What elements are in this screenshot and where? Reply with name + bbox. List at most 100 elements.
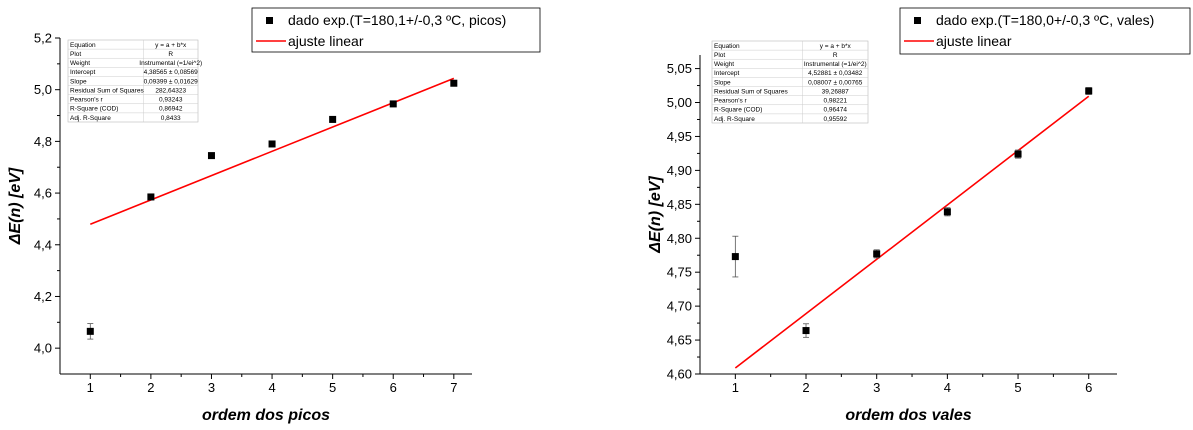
stats-table-key: Intercept [714, 70, 739, 77]
data-point [329, 115, 337, 123]
stats-table-key: Plot [70, 51, 81, 58]
y-tick-label: 5,00 [667, 95, 692, 110]
stats-table-value: Instrumental (=1/ei^2) [804, 61, 867, 68]
stats-table-value: y = a + b*x [820, 43, 852, 50]
legend-label-fit: ajuste linear [936, 33, 1012, 49]
x-tick-label: 1 [732, 380, 739, 395]
legend-label-data: dado exp.(T=180,1+/-0,3 ºC, picos) [288, 12, 506, 28]
data-point [450, 79, 458, 87]
y-tick-label: 4,95 [667, 129, 692, 144]
chart-1: 1 2 3 4 5 6 7 4,0 4,2 4,4 4,6 4,8 5,0 5,2 ordem dos pi… [7, 7, 541, 424]
stats-table: Equation y = a + b*x Plot R Weight Instrument… [67, 39, 202, 123]
stats-table-value: R [168, 51, 173, 58]
stats-table-key: R-Square (COD) [70, 106, 118, 113]
stats-table-key: Residual Sum of Squares [714, 88, 788, 95]
x-tick-label: 6 [1085, 380, 1092, 395]
stats-table-value: y = a + b*x [155, 42, 187, 49]
x-tick-label: 5 [1014, 380, 1021, 395]
stats-table-value: Instrumental (=1/ei^2) [139, 60, 202, 67]
stats-table-key: R-Square (COD) [714, 107, 762, 114]
stats-table-key: Equation [70, 42, 96, 49]
legend: dado exp.(T=180,1+/-0,3 ºC, picos) ajuste… [251, 7, 541, 53]
data-point [389, 100, 397, 108]
y-tick-label: 4,6 [34, 186, 52, 201]
y-tick-label: 4,90 [667, 163, 692, 178]
stats-table-key: Residual Sum of Squares [70, 87, 144, 94]
x-tick-label: 5 [329, 380, 336, 395]
y-tick-label: 4,85 [667, 197, 692, 212]
stats-table-value: 0,8433 [161, 115, 181, 122]
y-tick-label: 5,2 [34, 31, 52, 46]
chart-2: 1 2 3 4 5 6 4,60 4,65 4,70 4,75 4,80 4,85 4,90 4,95 5,… [647, 7, 1191, 424]
y-tick-label: 4,80 [667, 231, 692, 246]
stats-table-key: Pearson's r [70, 97, 104, 104]
x-tick-label: 4 [268, 380, 275, 395]
stats-table: Equation y = a + b*x Plot R Weight Instrument… [711, 40, 869, 124]
legend-box [899, 7, 1191, 55]
stats-table-value: 0,96474 [823, 107, 847, 114]
legend-label-data: dado exp.(T=180,0+/-0,3 ºC, vales) [936, 12, 1154, 28]
stats-table-border [711, 40, 869, 124]
data-point [147, 193, 155, 201]
y-tick-label: 5,0 [34, 82, 52, 97]
x-tick-label: 1 [87, 380, 94, 395]
fit-line [734, 95, 1090, 369]
legend-label-fit: ajuste linear [288, 33, 364, 49]
y-tick-label: 4,4 [34, 237, 52, 252]
data-point [873, 250, 881, 258]
stats-table-value: 0,98221 [823, 98, 847, 105]
legend: dado exp.(T=180,0+/-0,3 ºC, vales) ajuste… [899, 7, 1191, 55]
stats-table-value: 4,38565 ± 0,08569 [144, 69, 199, 76]
y-tick-label: 4,8 [34, 134, 52, 149]
stats-table-key: Adj. R-Square [70, 115, 111, 122]
y-axis-title: ΔE(n) [eV] [647, 176, 664, 254]
data-point [1014, 150, 1022, 158]
x-tick-label: 7 [450, 380, 457, 395]
stats-table-key: Slope [70, 78, 87, 85]
data-point [268, 140, 276, 148]
x-tick-label: 6 [390, 380, 397, 395]
data-point [943, 208, 951, 216]
legend-marker-square [266, 17, 273, 24]
x-tick-label: 2 [802, 380, 809, 395]
x-axis-title: ordem dos picos [202, 407, 330, 424]
y-axis-title: ΔE(n) [eV] [7, 167, 24, 245]
x-axis-title: ordem dos vales [845, 407, 971, 424]
x-tick-label: 3 [208, 380, 215, 395]
y-tick-label: 4,70 [667, 299, 692, 314]
stats-table-value: 0,09399 ± 0,01629 [144, 78, 199, 85]
data-point [802, 327, 810, 335]
stats-table-key: Weight [714, 61, 734, 68]
data-point [86, 327, 94, 335]
y-tick-label: 4,65 [667, 333, 692, 348]
y-tick-label: 4,2 [34, 289, 52, 304]
x-tick-label: 3 [873, 380, 880, 395]
x-tick-label: 4 [944, 380, 951, 395]
stats-table-value: 0,86942 [159, 106, 183, 113]
legend-marker-square [914, 17, 921, 24]
legend-box [251, 7, 541, 53]
data-point [207, 152, 215, 160]
y-tick-label: 5,05 [667, 61, 692, 76]
data-point [731, 253, 739, 261]
stats-table-value: R [833, 52, 838, 59]
stats-table-border [67, 39, 199, 123]
stats-table-value: 0,08007 ± 0,00765 [808, 79, 863, 86]
stats-table-key: Pearson's r [714, 98, 748, 105]
stats-table-key: Slope [714, 79, 731, 86]
stats-table-value: 0,93243 [159, 97, 183, 104]
stats-table-key: Intercept [70, 69, 95, 76]
x-tick-label: 2 [147, 380, 154, 395]
stats-table-value: 282,64323 [155, 87, 186, 94]
stats-table-key: Adj. R-Square [714, 116, 755, 123]
y-tick-label: 4,0 [34, 341, 52, 356]
stats-table-value: 0,95592 [823, 116, 847, 123]
stats-table-key: Weight [70, 60, 90, 67]
stats-table-value: 39,26887 [822, 88, 849, 95]
data-point [1085, 87, 1093, 95]
y-tick-label: 4,75 [667, 265, 692, 280]
stats-table-key: Equation [714, 43, 740, 50]
stats-table-key: Plot [714, 52, 725, 59]
